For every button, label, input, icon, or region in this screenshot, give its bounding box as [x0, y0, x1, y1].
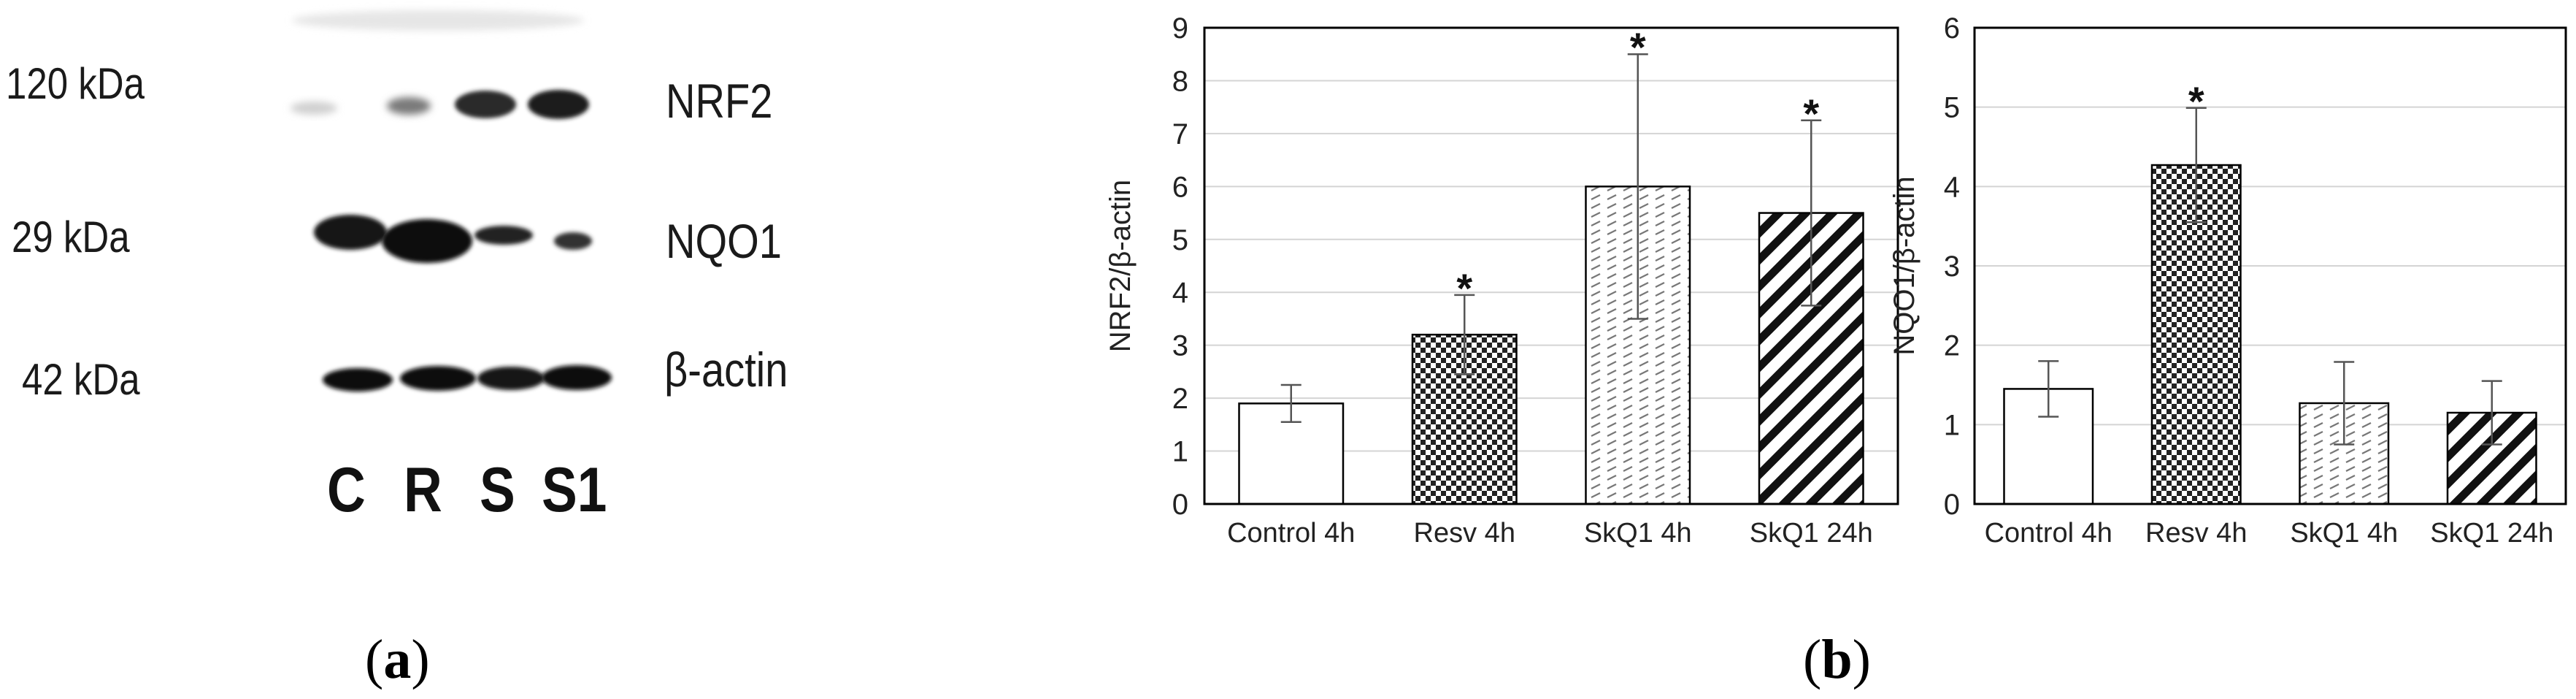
significance-marker: *	[2188, 78, 2204, 124]
y-axis-label: NRF2/β-actin	[1104, 180, 1137, 352]
y-tick-label: 2	[1172, 383, 1188, 415]
y-tick-label: 6	[1172, 171, 1188, 203]
marker-29-kda: 29 kDa	[12, 213, 130, 261]
lane-label-s1: S1	[542, 455, 607, 525]
category-label: Control 4h	[1227, 518, 1355, 549]
y-tick-label: 5	[1172, 224, 1188, 256]
lane-label-c: C	[327, 455, 366, 525]
y-tick-label: 1	[1172, 436, 1188, 468]
significance-marker: *	[1456, 265, 1472, 311]
category-label: SkQ1 24h	[2430, 518, 2553, 549]
protein-label-nrf2: NRF2	[666, 74, 773, 128]
chart-1: 0 1 2 3 4 5 6 7 8 9 Control 4h * Resv 4h * SkQ1 4h * SkQ…	[1104, 12, 1899, 549]
category-label: Resv 4h	[1414, 518, 1515, 549]
category-label: Resv 4h	[2145, 518, 2247, 549]
category-label: SkQ1 24h	[1750, 518, 1873, 549]
significance-marker: *	[1630, 24, 1646, 70]
y-tick-label: 1	[1944, 409, 1960, 441]
beta-actin-bands	[323, 365, 612, 391]
category-label: Control 4h	[1985, 518, 2112, 549]
chart-2: 0 1 2 3 4 5 6 Control 4h * Resv 4h SkQ1 4h SkQ1 24h…	[1888, 12, 2567, 549]
plot-frame	[1973, 26, 2567, 505]
y-tick-label: 9	[1172, 12, 1188, 45]
lane-label-r: R	[404, 455, 442, 525]
blot-image	[291, 10, 612, 391]
blot-smudge	[292, 10, 584, 31]
nrf2-bands	[291, 90, 589, 119]
panel-label-a: (a)	[365, 629, 430, 690]
significance-marker: *	[1803, 91, 1819, 137]
protein-label-nqo1: NQO1	[666, 214, 782, 268]
category-label: SkQ1 4h	[2290, 518, 2398, 549]
panel-label-b: (b)	[1803, 629, 1871, 690]
marker-120-kda: 120 kDa	[6, 59, 145, 108]
y-tick-label: 6	[1944, 12, 1960, 45]
y-tick-label: 4	[1944, 171, 1960, 203]
y-tick-label: 8	[1172, 65, 1188, 97]
lane-label-s: S	[480, 455, 515, 525]
marker-42-kda: 42 kDa	[22, 355, 140, 404]
y-tick-label: 0	[1172, 489, 1188, 521]
y-tick-label: 3	[1944, 251, 1960, 283]
protein-label-beta-actin: β-actin	[664, 343, 788, 397]
y-axis-label: NQO1/β-actin	[1888, 176, 1921, 355]
y-tick-label: 0	[1944, 489, 1960, 521]
y-tick-label: 7	[1172, 118, 1188, 150]
y-tick-label: 3	[1172, 330, 1188, 362]
plot-frame	[1203, 26, 1899, 505]
nqo1-bands	[314, 215, 592, 263]
category-label: SkQ1 4h	[1584, 518, 1692, 549]
y-tick-label: 2	[1944, 330, 1960, 362]
y-tick-label: 4	[1172, 277, 1188, 309]
y-tick-label: 5	[1944, 92, 1960, 124]
western-blot-panel: 120 kDa 29 kDa 42 kDa NRF2 NQO1 β-actin …	[0, 0, 861, 555]
